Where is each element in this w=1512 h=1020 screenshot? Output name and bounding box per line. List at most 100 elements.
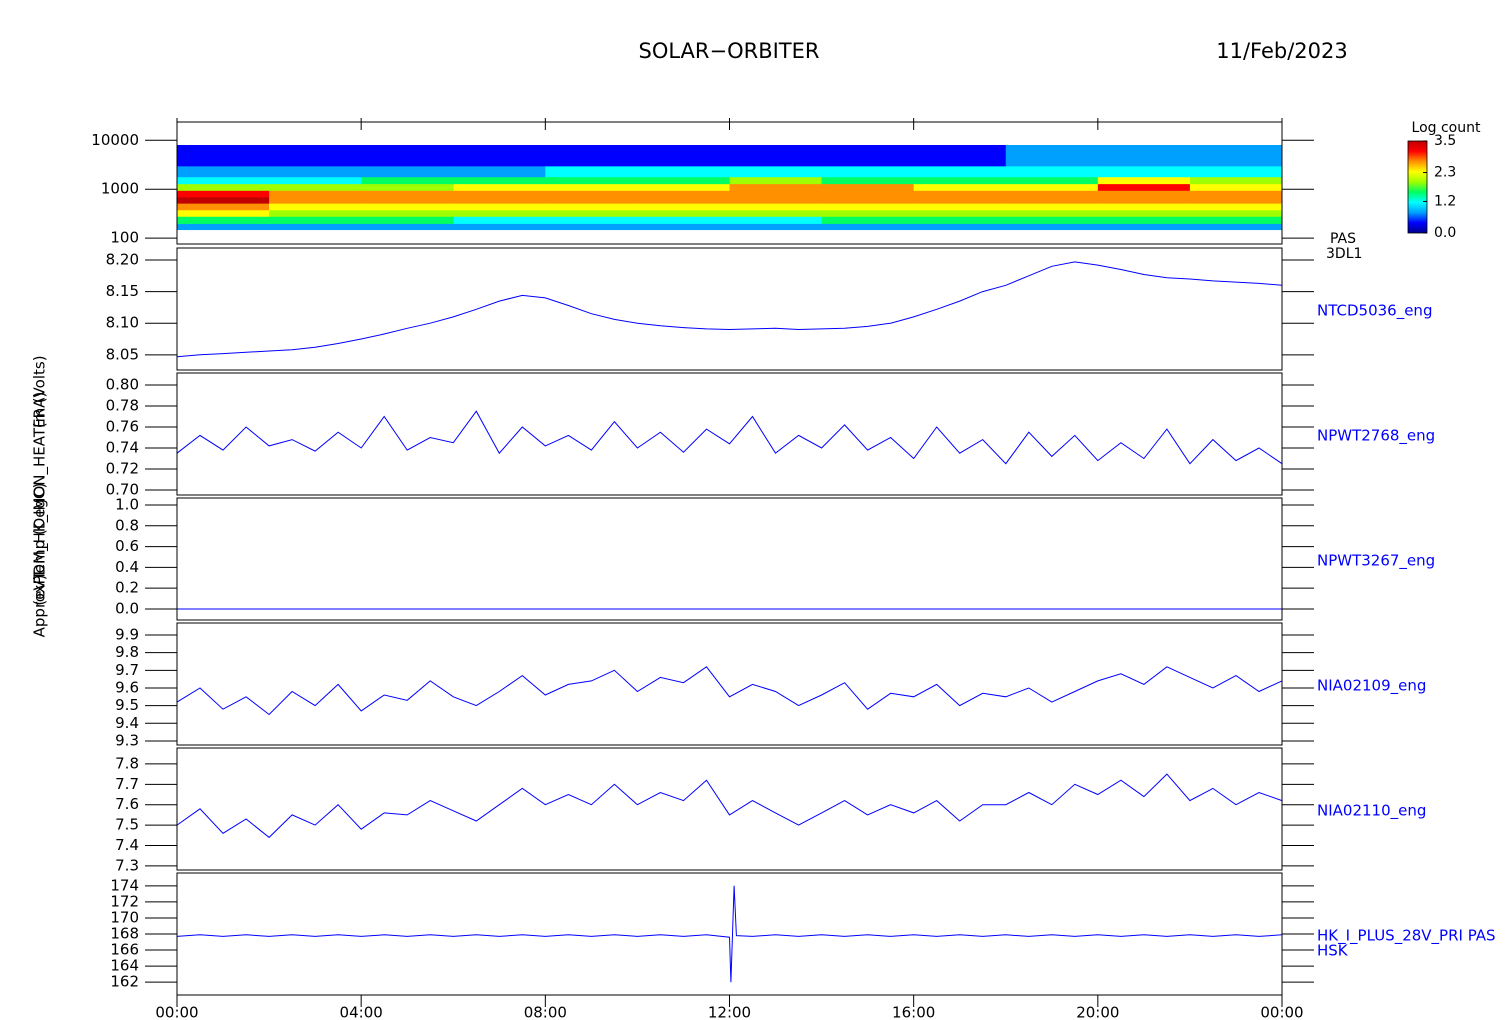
y-tick-label: 9.4 — [115, 714, 139, 732]
heat-cell — [821, 223, 915, 231]
heat-cell — [269, 203, 362, 211]
y-tick-label: 172 — [110, 892, 139, 910]
heat-cell — [821, 165, 915, 178]
heat-cell — [453, 196, 546, 204]
heat-cell — [361, 209, 454, 217]
y-tick-label: 164 — [110, 957, 139, 975]
heat-cell — [1189, 203, 1283, 211]
y-tick-label: 0.8 — [115, 516, 139, 534]
heat-cell — [729, 145, 823, 167]
series-label: NPWT3267_eng — [1317, 552, 1435, 571]
heat-cell — [545, 190, 638, 198]
heat-cell — [637, 209, 730, 217]
y-tick-label: 9.7 — [115, 661, 139, 679]
heat-cell — [821, 203, 915, 211]
heat-cell — [1097, 196, 1191, 204]
series-label: NTCD5036_eng — [1317, 302, 1432, 321]
heat-cell — [729, 223, 823, 231]
y-tick-label: 1.0 — [115, 495, 139, 513]
heat-cell — [913, 223, 1007, 231]
heat-cell — [177, 176, 270, 185]
heat-cell — [453, 145, 546, 167]
heat-cell — [177, 145, 270, 167]
heat-cell — [361, 190, 454, 198]
heat-cell — [1097, 183, 1191, 191]
x-tick-label: 04:00 — [340, 1004, 383, 1020]
series-line — [176, 261, 1283, 358]
y-tick-label: 166 — [110, 941, 139, 959]
heat-cell — [361, 203, 454, 211]
y-tick-label: 9.8 — [115, 643, 139, 661]
heat-cell — [821, 190, 915, 198]
y-tick-label: 8.20 — [106, 251, 139, 269]
heat-cell — [913, 165, 1007, 178]
heat-cell — [361, 183, 454, 191]
y-axis-label: (mA) — [31, 392, 49, 429]
heat-cell — [913, 209, 1007, 217]
heat-cell — [729, 183, 823, 191]
heat-cell — [545, 196, 638, 204]
y-tick-label: 10000 — [91, 131, 139, 149]
heat-cell — [269, 190, 362, 198]
y-tick-label: 9.5 — [115, 696, 139, 714]
x-tick-label: 12:00 — [708, 1004, 751, 1020]
heat-cell — [269, 216, 362, 224]
x-tick-label: 00:00 — [1260, 1004, 1303, 1020]
heat-cell — [637, 176, 730, 185]
panel-frame — [176, 622, 1283, 746]
y-tick-label: 162 — [110, 973, 139, 991]
series-sublabel: HSK — [1317, 942, 1349, 960]
heat-cell — [177, 165, 270, 178]
panel-frame — [176, 372, 1283, 496]
panel-frame — [176, 747, 1283, 871]
heat-cell — [913, 176, 1007, 185]
heat-cell — [545, 223, 638, 231]
heat-cell — [729, 165, 823, 178]
heat-cell — [1189, 176, 1283, 185]
y-tick-label: 174 — [110, 876, 139, 894]
heat-cell — [913, 203, 1007, 211]
heat-cell — [729, 209, 823, 217]
heat-cell — [269, 165, 362, 178]
heat-cell — [1189, 209, 1283, 217]
heat-cell — [545, 203, 638, 211]
heat-cell — [821, 216, 915, 224]
heat-cell — [545, 209, 638, 217]
heat-cell — [453, 176, 546, 185]
series-label: HK_I_PLUS_28V_PRI PAS — [1317, 927, 1496, 946]
heat-cell — [637, 183, 730, 191]
heat-cell — [453, 223, 546, 231]
heat-cell — [1097, 203, 1191, 211]
series-line — [176, 773, 1283, 839]
colorbar-tick-label: 1.2 — [1434, 193, 1456, 209]
heat-cell — [637, 223, 730, 231]
panel-frame — [176, 497, 1283, 621]
y-tick-label: 0.70 — [106, 480, 139, 498]
heat-cell — [361, 145, 454, 167]
y-tick-label: 8.05 — [106, 345, 139, 363]
heat-cell — [1005, 145, 1099, 167]
heat-cell — [1097, 165, 1191, 178]
heat-cell — [1189, 145, 1283, 167]
y-tick-label: 0.4 — [115, 558, 139, 576]
heat-cell — [545, 145, 638, 167]
y-tick-label: 7.5 — [115, 816, 139, 834]
heat-cell — [361, 176, 454, 185]
y-tick-label: 9.9 — [115, 626, 139, 644]
series-label: NIA02109_eng — [1317, 677, 1426, 696]
heat-cell — [269, 145, 362, 167]
heat-cell — [545, 176, 638, 185]
x-tick-label: 20:00 — [1076, 1004, 1119, 1020]
heat-cell — [269, 196, 362, 204]
colorbar-title: Log count — [1412, 120, 1481, 136]
heat-cell — [913, 216, 1007, 224]
y-tick-label: 0.72 — [106, 459, 139, 477]
heat-cell — [1005, 223, 1099, 231]
heat-cell — [1005, 190, 1099, 198]
y-tick-label: 0.78 — [106, 396, 139, 414]
heat-cell — [1005, 196, 1099, 204]
x-tick-label: 00:00 — [155, 1004, 198, 1020]
heat-cell — [177, 203, 270, 211]
heat-cell — [1189, 196, 1283, 204]
heat-cell — [1005, 165, 1099, 178]
